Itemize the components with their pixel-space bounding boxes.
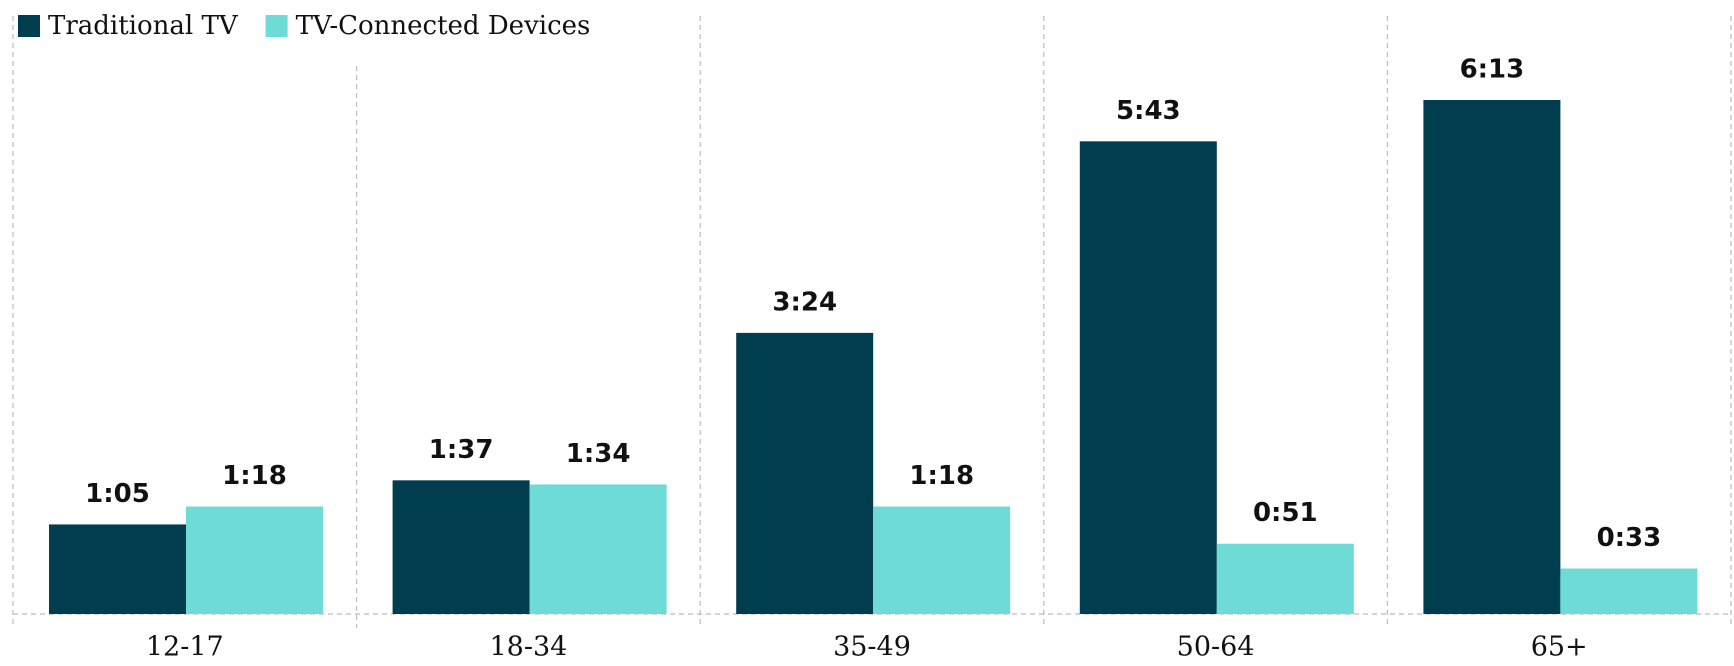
bar <box>392 480 530 614</box>
legend-swatch <box>265 15 288 37</box>
bar <box>49 524 186 614</box>
x-tick-label: 50-64 <box>1177 632 1255 663</box>
bar <box>1560 568 1698 614</box>
data-label: 0:33 <box>1597 523 1662 553</box>
data-label: 1:34 <box>566 439 631 469</box>
bar <box>736 332 874 614</box>
x-tick-label: 18-34 <box>489 632 567 663</box>
data-label: 1:05 <box>85 479 150 509</box>
x-tick-label: 12-17 <box>146 632 224 663</box>
data-label: 5:43 <box>1116 96 1181 126</box>
bar <box>186 506 323 614</box>
data-label: 0:51 <box>1253 498 1318 528</box>
bar <box>1079 141 1217 614</box>
x-tick-label: 65+ <box>1531 632 1588 663</box>
bar <box>1216 543 1354 614</box>
x-tick-label: 35-49 <box>833 632 911 663</box>
data-label: 6:13 <box>1460 55 1525 85</box>
data-label: 1:18 <box>909 461 974 491</box>
legend-label: TV-Connected Devices <box>296 11 591 41</box>
legend-label: Traditional TV <box>48 11 239 41</box>
data-label: 3:24 <box>772 287 837 317</box>
data-label: 1:18 <box>222 461 287 491</box>
legend-swatch <box>18 15 40 37</box>
bar <box>873 506 1011 614</box>
bar <box>1423 100 1561 614</box>
data-label: 1:37 <box>429 435 494 465</box>
bar <box>529 484 667 614</box>
